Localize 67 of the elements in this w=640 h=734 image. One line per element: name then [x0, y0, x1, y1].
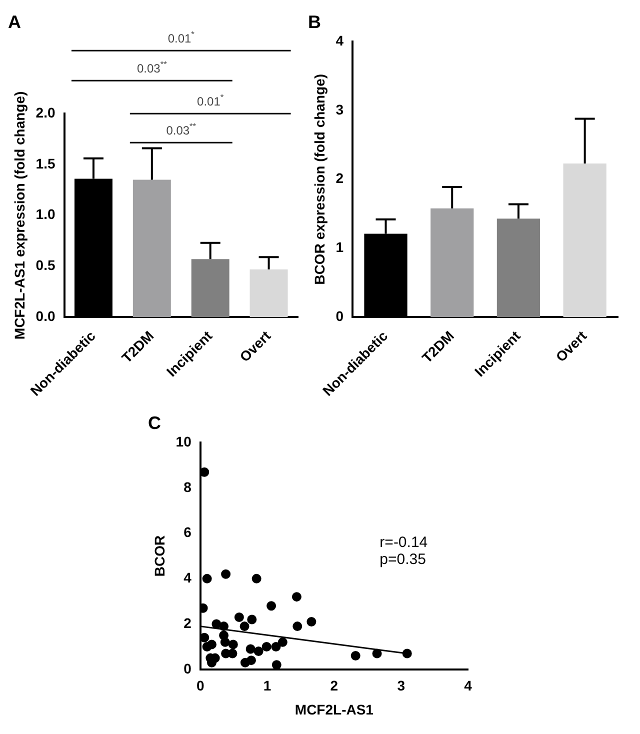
y-tick-label: 0.0 — [36, 308, 56, 324]
point — [254, 646, 264, 656]
point — [246, 656, 256, 666]
point — [200, 467, 210, 477]
point — [272, 660, 282, 670]
y-tick-label: 2.0 — [36, 104, 56, 120]
chart-title: B — [308, 12, 321, 32]
point — [292, 622, 302, 632]
bar — [496, 218, 540, 318]
point — [402, 648, 412, 658]
bar — [132, 180, 171, 318]
point — [247, 614, 257, 624]
point — [292, 592, 302, 602]
point — [240, 622, 250, 632]
y-tick-label: 6 — [184, 524, 192, 540]
bar — [191, 259, 230, 318]
y-tick-label: 4 — [336, 32, 344, 48]
y-tick-label: 10 — [176, 433, 192, 450]
point — [252, 574, 262, 584]
point — [202, 642, 212, 652]
bar — [250, 269, 288, 318]
y-tick-label: 0 — [184, 660, 192, 676]
chart-title: A — [8, 12, 21, 32]
text: 0.01* — [168, 29, 196, 46]
x-axis-title: MCF2L-AS1 — [294, 701, 374, 718]
y-tick-label: 1 — [336, 239, 344, 256]
y-axis-title: BCOR — [151, 535, 168, 577]
y-tick-label: 8 — [184, 478, 192, 495]
point — [200, 632, 210, 642]
point — [202, 574, 212, 584]
point — [221, 569, 231, 579]
chart-title: C — [148, 412, 161, 433]
point — [212, 619, 222, 629]
point — [262, 642, 272, 652]
y-axis-title: MCF2L-AS1 expression (fold change) — [11, 91, 28, 340]
point — [221, 648, 231, 658]
y-tick-label: 1.0 — [36, 206, 56, 222]
x-tick-label: 0 — [196, 678, 204, 694]
text: 0.01* — [197, 92, 224, 109]
bar — [563, 164, 606, 318]
point — [266, 601, 276, 611]
point — [219, 622, 229, 632]
y-axis-title: BCOR expression (fold change) — [311, 74, 328, 285]
point — [306, 617, 316, 627]
x-tick-label: 3 — [397, 678, 406, 694]
y-tick-label: 2 — [184, 614, 192, 631]
point — [350, 651, 360, 661]
point — [234, 612, 244, 622]
y-tick-label: 0 — [336, 308, 344, 324]
point — [271, 642, 281, 652]
y-tick-label: 2 — [336, 170, 344, 186]
annotation: r=-0.14 — [380, 534, 428, 551]
point — [246, 644, 256, 654]
x-tick-label: 1 — [263, 678, 272, 694]
annotation: p=0.35 — [380, 550, 426, 568]
point — [228, 640, 238, 650]
point — [278, 637, 288, 647]
annotation: 0.03** — [166, 121, 197, 138]
text: 0.03** — [136, 59, 168, 76]
y-tick-label: 1.5 — [36, 155, 56, 172]
y-tick-label: 4 — [184, 570, 192, 586]
y-tick-label: 0.5 — [36, 257, 56, 274]
x-tick-label: 4 — [464, 678, 472, 694]
point — [220, 637, 230, 647]
point — [372, 648, 382, 658]
y-tick-label: 3 — [336, 101, 344, 118]
bar — [430, 208, 474, 318]
